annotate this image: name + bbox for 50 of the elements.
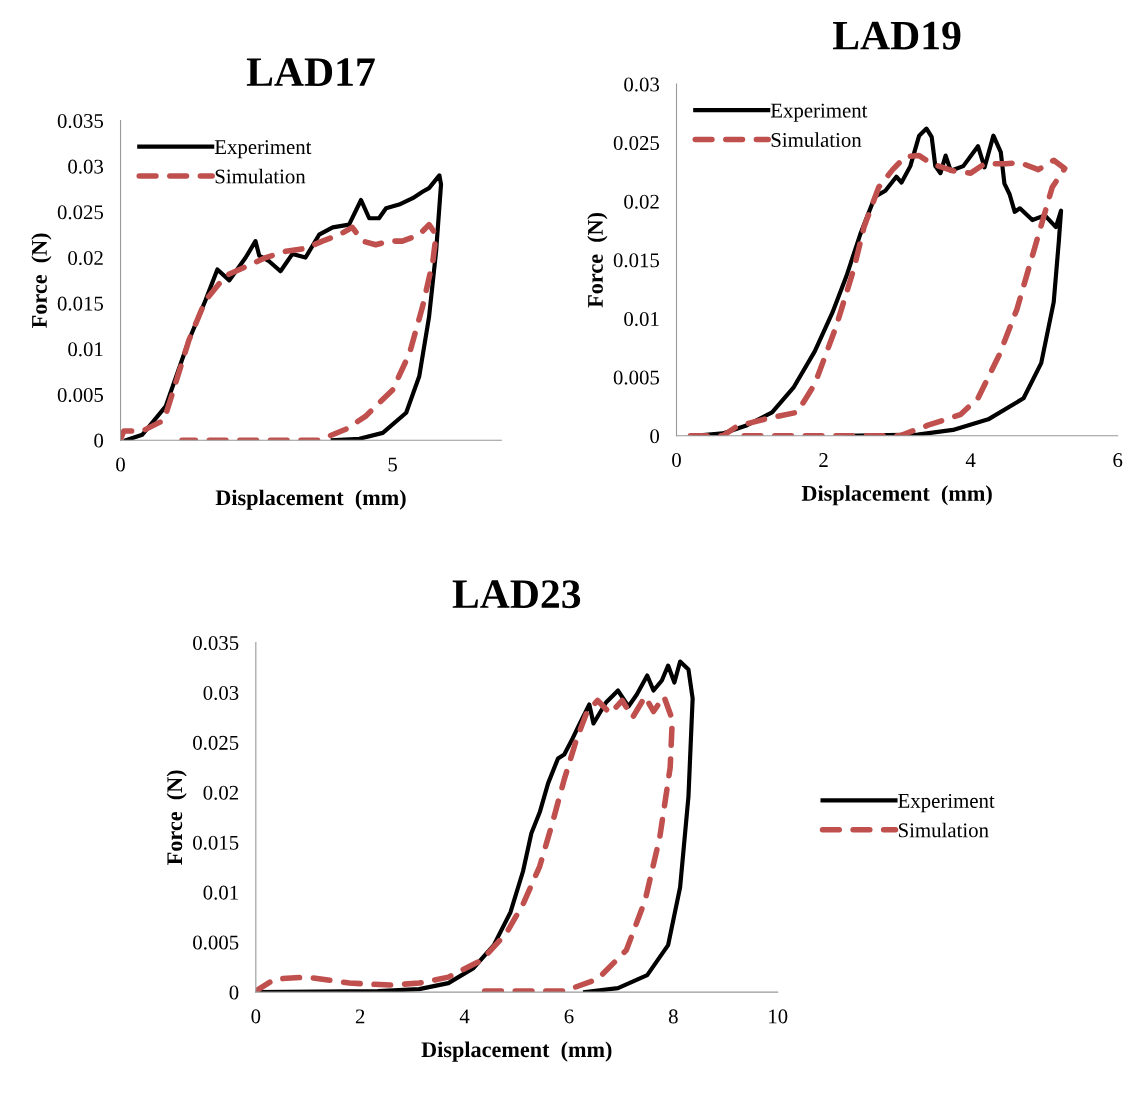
x-tick-label: 0 bbox=[672, 453, 681, 468]
y-tick-label: 0.025 bbox=[193, 735, 239, 750]
y-tick-label: 0.025 bbox=[613, 136, 660, 151]
chart-title: LAD17 bbox=[246, 58, 375, 86]
legend-label: Experiment bbox=[770, 103, 868, 122]
y-tick-label: 0.025 bbox=[57, 205, 104, 220]
y-tick-label: 0.02 bbox=[624, 194, 659, 209]
y-tick-label: 0.02 bbox=[203, 785, 239, 800]
y-tick-label: 0.01 bbox=[68, 342, 103, 357]
y-axis-title: Force (N) bbox=[587, 212, 608, 308]
y-tick-label: 0.03 bbox=[624, 77, 660, 92]
x-tick-label: 5 bbox=[388, 457, 397, 472]
y-tick-label: 0.015 bbox=[57, 296, 104, 311]
y-tick-label: 0.02 bbox=[68, 250, 103, 266]
y-tick-label: 0.03 bbox=[203, 685, 239, 701]
x-tick-label: 8 bbox=[668, 1009, 678, 1024]
y-tick-label: 0.005 bbox=[613, 370, 660, 385]
chart-title: LAD19 bbox=[832, 21, 961, 50]
legend-label: Experiment bbox=[214, 140, 312, 159]
x-tick-label: 4 bbox=[459, 1009, 470, 1024]
x-tick-label: 2 bbox=[819, 453, 828, 467]
y-tick-label: 0 bbox=[229, 985, 239, 1000]
x-axis-title: Displacement (mm) bbox=[421, 1041, 612, 1062]
legend-label: Simulation bbox=[898, 822, 989, 838]
x-tick-label: 6 bbox=[1113, 453, 1123, 468]
x-axis-title: Displacement (mm) bbox=[215, 489, 406, 510]
y-tick-label: 0.005 bbox=[57, 387, 104, 403]
legend-label: Experiment bbox=[898, 793, 995, 813]
x-tick-label: 0 bbox=[251, 1009, 261, 1024]
legend-label: Simulation bbox=[215, 168, 306, 184]
y-tick-label: 0.01 bbox=[624, 311, 659, 327]
y-tick-label: 0 bbox=[94, 433, 104, 448]
y-tick-label: 0.015 bbox=[613, 253, 660, 268]
x-tick-label: 4 bbox=[965, 453, 976, 467]
x-tick-label: 2 bbox=[355, 1009, 365, 1024]
chart-title: LAD23 bbox=[452, 580, 581, 609]
y-tick-label: 0 bbox=[650, 429, 660, 444]
y-tick-label: 0.03 bbox=[68, 159, 104, 174]
x-tick-label: 0 bbox=[116, 457, 125, 472]
y-axis-title: Force (N) bbox=[31, 233, 52, 328]
y-tick-label: 0.035 bbox=[193, 635, 239, 651]
x-tick-label: 6 bbox=[564, 1009, 574, 1024]
y-tick-label: 0.005 bbox=[193, 935, 239, 950]
x-axis-title: Displacement (mm) bbox=[801, 485, 992, 506]
y-tick-label: 0.015 bbox=[193, 835, 239, 850]
y-tick-label: 0.035 bbox=[57, 113, 104, 129]
y-axis-title: Force (N) bbox=[166, 770, 187, 865]
legend-label: Simulation bbox=[771, 132, 862, 148]
x-tick-label: 10 bbox=[769, 1009, 788, 1024]
y-tick-label: 0.01 bbox=[203, 885, 238, 900]
